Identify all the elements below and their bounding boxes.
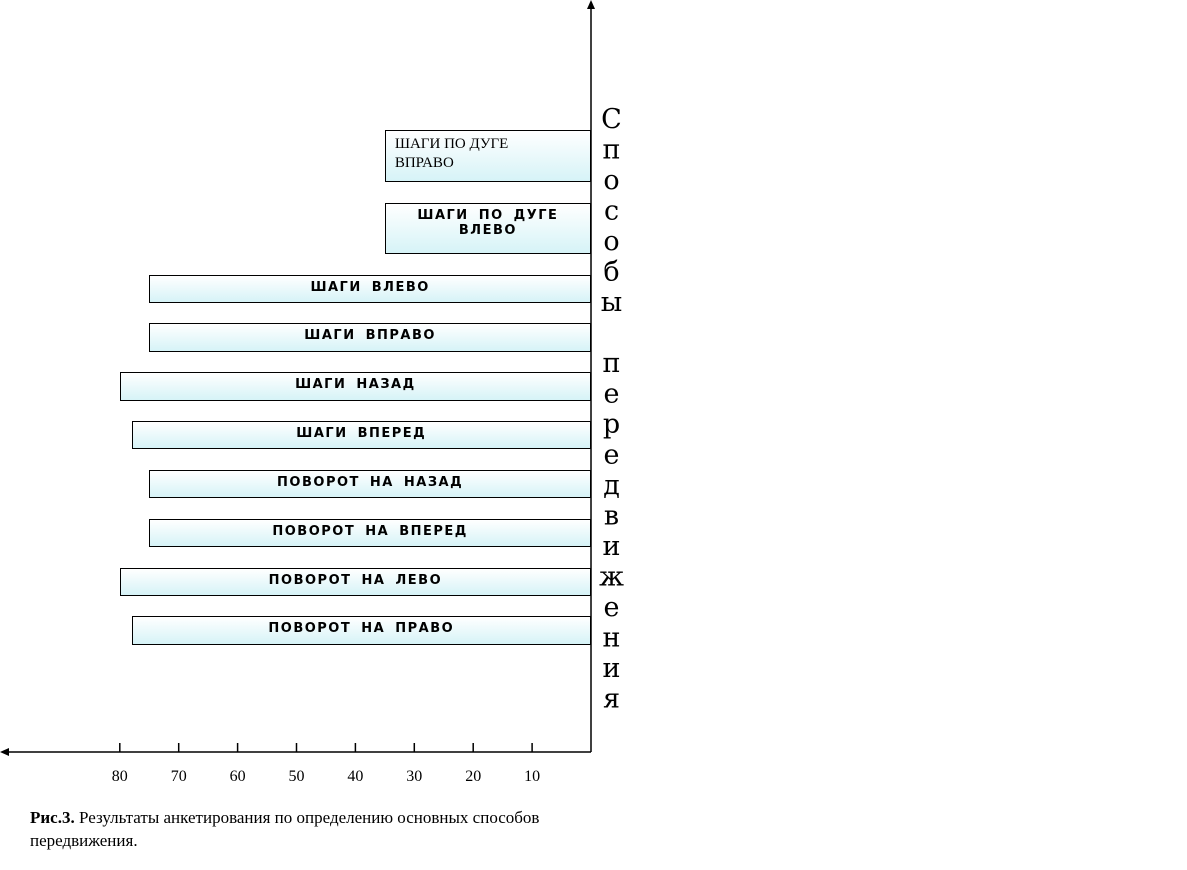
bar-label: ШАГИ ВПРАВО bbox=[304, 328, 436, 343]
bar: ШАГИ ВПЕРЕД bbox=[131, 421, 591, 449]
bar-label: ПОВОРОТ НА ПРАВО bbox=[268, 621, 455, 636]
bar-label: ШАГИ ПО ДУГЕ ВЛЕВО bbox=[417, 208, 559, 238]
bar: ПОВОРОТ НА ПРАВО bbox=[131, 616, 591, 645]
bar-label: ПОВОРОТ НА ВПЕРЕД bbox=[272, 524, 468, 539]
caption-prefix: Рис.3. bbox=[30, 808, 75, 827]
x-tick-label: 70 bbox=[171, 768, 187, 785]
bar: ШАГИ ПО ДУГЕ ВПРАВО bbox=[384, 130, 591, 182]
bar-label: ПОВОРОТ НА ЛЕВО bbox=[268, 573, 443, 588]
y-axis-arrow bbox=[587, 0, 595, 9]
x-tick-label: 60 bbox=[230, 768, 246, 785]
x-tick-label: 40 bbox=[347, 768, 363, 785]
bar: ШАГИ ВЛЕВО bbox=[149, 275, 591, 303]
x-tick-label: 50 bbox=[289, 768, 305, 785]
bar: ШАГИ НАЗАД bbox=[119, 372, 591, 401]
x-tick-label: 80 bbox=[112, 768, 128, 785]
bar-label: ШАГИ ВПЕРЕД bbox=[296, 426, 427, 441]
x-axis-arrow bbox=[0, 748, 9, 756]
bar: ПОВОРОТ НА ЛЕВО bbox=[119, 568, 591, 596]
bar-label: ШАГИ ПО ДУГЕ ВПРАВО bbox=[394, 136, 509, 171]
x-tick-label: 10 bbox=[524, 768, 540, 785]
caption: Рис.3. Результаты анкетирования по опред… bbox=[30, 806, 550, 852]
caption-text: Результаты анкетирования по определению … bbox=[30, 808, 540, 850]
x-tick-label: 20 bbox=[465, 768, 481, 785]
axis-title: Способы передвижения bbox=[596, 104, 627, 714]
bar: ПОВОРОТ НА НАЗАД bbox=[149, 470, 591, 498]
bar-label: ШАГИ ВЛЕВО bbox=[310, 280, 430, 295]
bar-label: ШАГИ НАЗАД bbox=[295, 377, 416, 392]
bar: ПОВОРОТ НА ВПЕРЕД bbox=[149, 519, 591, 547]
bar: ШАГИ ПО ДУГЕ ВЛЕВО bbox=[384, 203, 591, 254]
x-tick-label: 30 bbox=[406, 768, 422, 785]
bar: ШАГИ ВПРАВО bbox=[149, 323, 591, 352]
bar-label: ПОВОРОТ НА НАЗАД bbox=[277, 475, 464, 490]
